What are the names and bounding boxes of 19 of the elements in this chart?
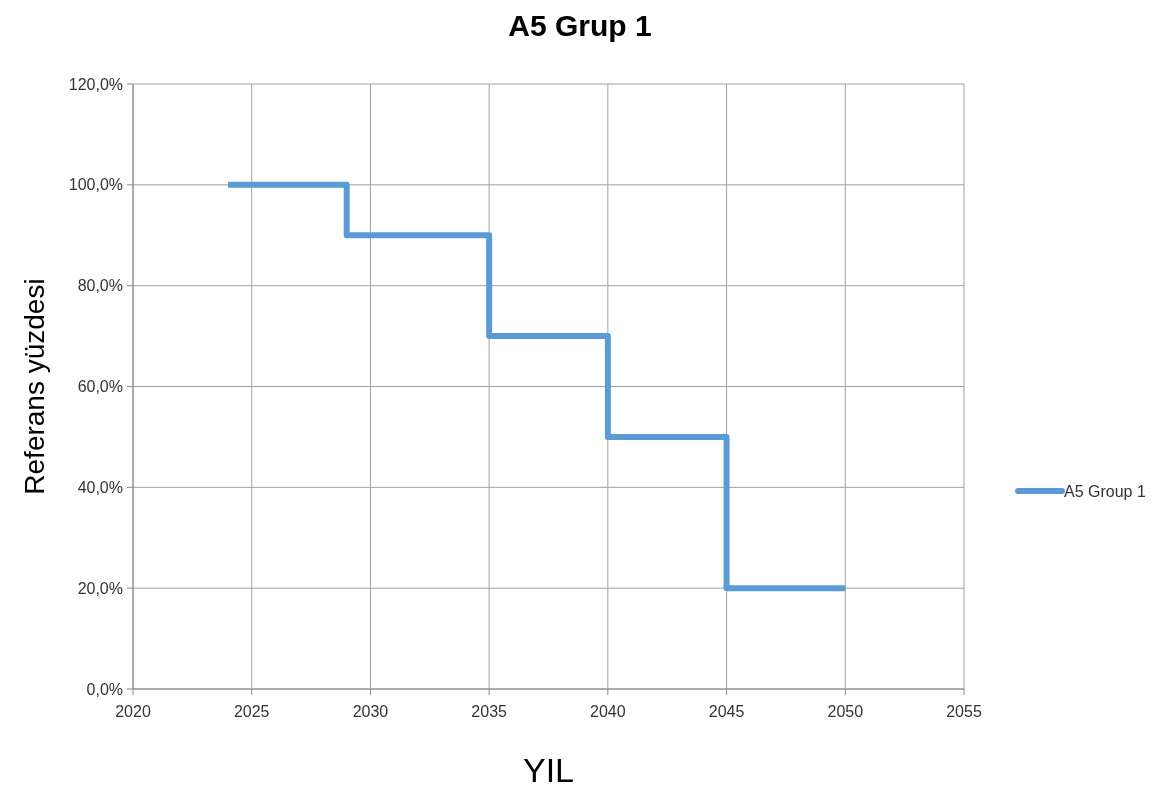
x-tick-label: 2045 <box>708 703 745 720</box>
y-tick-label: 20,0% <box>77 579 123 597</box>
y-tick-label: 100,0% <box>68 176 123 194</box>
x-tick-label: 2030 <box>352 703 389 720</box>
legend-label: A5 Group 1 <box>1064 482 1146 500</box>
x-tick-label: 2040 <box>590 703 626 720</box>
x-tick-label: 2020 <box>115 703 151 720</box>
x-axis-title: YIL <box>522 751 575 789</box>
x-tick-label: 2055 <box>946 703 982 720</box>
y-tick-label: 60,0% <box>77 378 123 396</box>
x-tick-label: 2025 <box>233 703 270 720</box>
y-tick-label: 80,0% <box>77 277 123 295</box>
y-axis-title: Referans yüzdesi <box>19 278 50 495</box>
y-tick-label: 120,0% <box>68 75 123 93</box>
x-tick-label: 2035 <box>471 703 508 720</box>
x-tick-label: 2050 <box>827 703 864 720</box>
chart-title: A5 Grup 1 <box>508 9 652 42</box>
y-tick-label: 40,0% <box>77 478 123 496</box>
y-tick-label: 0,0% <box>86 680 123 698</box>
